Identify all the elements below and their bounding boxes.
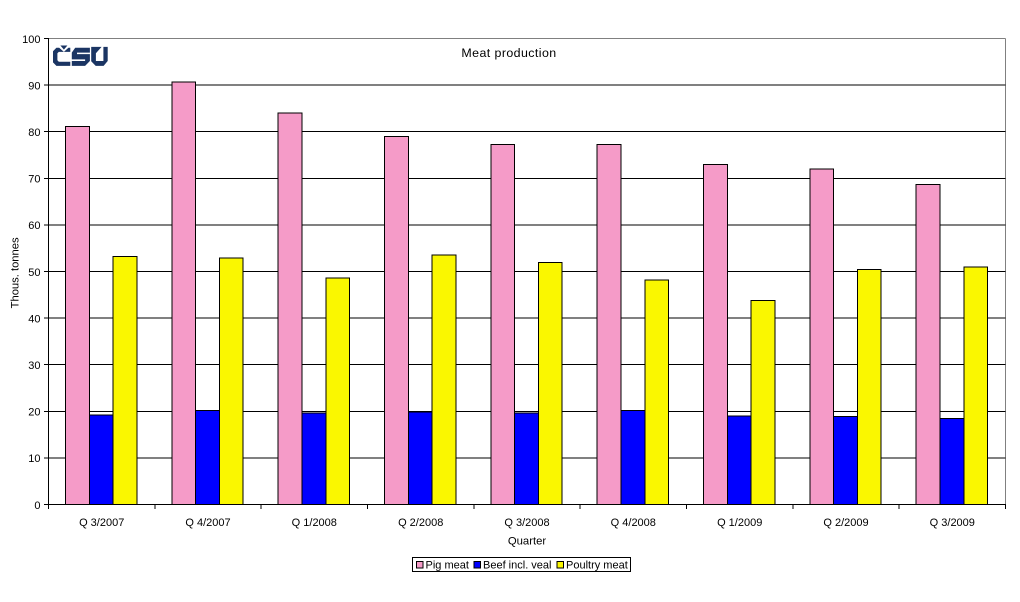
svg-text:Q 3/2009: Q 3/2009 bbox=[930, 517, 975, 529]
svg-text:0: 0 bbox=[34, 500, 40, 512]
svg-text:50: 50 bbox=[28, 267, 40, 279]
svg-text:Pig meat: Pig meat bbox=[426, 560, 469, 572]
svg-text:Q 4/2008: Q 4/2008 bbox=[611, 517, 656, 529]
svg-text:Thous. tonnes: Thous. tonnes bbox=[9, 237, 21, 308]
svg-text:90: 90 bbox=[28, 80, 40, 92]
svg-text:Meat production: Meat production bbox=[461, 46, 556, 60]
svg-text:10: 10 bbox=[28, 453, 40, 465]
svg-text:20: 20 bbox=[28, 407, 40, 419]
svg-text:40: 40 bbox=[28, 313, 40, 325]
svg-text:Q 1/2009: Q 1/2009 bbox=[717, 517, 762, 529]
svg-text:80: 80 bbox=[28, 127, 40, 139]
svg-text:Q 2/2009: Q 2/2009 bbox=[823, 517, 868, 529]
svg-text:Q 3/2008: Q 3/2008 bbox=[504, 517, 549, 529]
svg-text:60: 60 bbox=[28, 220, 40, 232]
svg-text:Poultry meat: Poultry meat bbox=[566, 560, 628, 572]
svg-text:Q 3/2007: Q 3/2007 bbox=[79, 517, 124, 529]
svg-text:30: 30 bbox=[28, 360, 40, 372]
svg-text:Q 2/2008: Q 2/2008 bbox=[398, 517, 443, 529]
svg-text:Q 1/2008: Q 1/2008 bbox=[292, 517, 337, 529]
svg-text:Beef incl. veal: Beef incl. veal bbox=[483, 560, 551, 572]
svg-text:Quarter: Quarter bbox=[508, 535, 547, 547]
svg-text:70: 70 bbox=[28, 174, 40, 186]
svg-text:100: 100 bbox=[22, 34, 40, 46]
svg-text:Q 4/2007: Q 4/2007 bbox=[185, 517, 230, 529]
